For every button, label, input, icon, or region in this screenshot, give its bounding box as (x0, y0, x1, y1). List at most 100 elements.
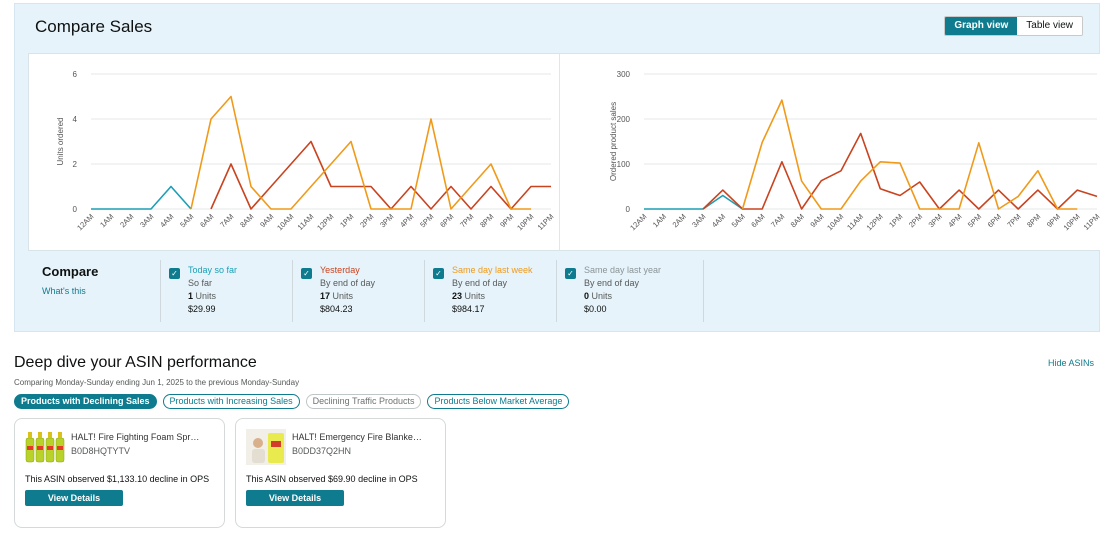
checkbox-checked-icon[interactable]: ✓ (433, 268, 444, 279)
checkbox-checked-icon[interactable]: ✓ (565, 268, 576, 279)
series-line (190, 95, 531, 210)
metric-value: $984.17 (452, 304, 485, 314)
x-tick-label: 12AM (75, 212, 95, 232)
metric-same-day-last-week[interactable]: ✓ Same day last week By end of day 23 Un… (424, 260, 556, 322)
x-tick-label: 9PM (1045, 212, 1062, 229)
checkbox-checked-icon[interactable]: ✓ (169, 268, 180, 279)
x-tick-label: 2AM (118, 212, 135, 229)
metric-title: Today so far (188, 265, 238, 275)
compare-sales-panel: Compare Sales Graph view Table view 0 2 4 6… (14, 3, 1100, 332)
compare-sales-title: Compare Sales (35, 17, 153, 36)
x-tick-label: 1PM (338, 212, 355, 229)
units-ordered-chart: 0 2 4 6 Units ordered 12AM 1AM 2AM 3AM 4AM 5AM 6AM 7… (29, 54, 560, 250)
series-line (91, 185, 192, 210)
x-tick-label: 6AM (198, 212, 215, 229)
metric-units: 17 Units (320, 291, 354, 301)
x-tick-label: 7AM (218, 212, 235, 229)
x-tick-label: 4AM (710, 212, 727, 229)
product-decline-description: This ASIN observed $69.90 decline in OPS (246, 474, 418, 484)
filter-declining-traffic[interactable]: Declining Traffic Products (305, 394, 422, 409)
x-tick-label: 6PM (986, 212, 1003, 229)
y-tick-label: 100 (617, 160, 631, 169)
x-tick-label: 3PM (378, 212, 395, 229)
metric-value: $804.23 (320, 304, 353, 314)
whats-this-link[interactable]: What's this (42, 286, 86, 296)
x-tick-label: 11PM (1082, 212, 1100, 232)
x-tick-label: 8AM (789, 212, 806, 229)
y-tick-label: 4 (73, 115, 78, 124)
x-tick-label: 9AM (258, 212, 275, 229)
metric-units: 0 Units (584, 291, 613, 301)
product-asin: B0DD37Q2HN (292, 446, 352, 456)
x-tick-label: 8PM (1025, 212, 1042, 229)
product-name[interactable]: HALT! Fire Fighting Foam Spr… (71, 432, 200, 442)
x-tick-label: 3AM (138, 212, 155, 229)
metric-title: Same day last year (584, 265, 662, 275)
x-tick-label: 9PM (498, 212, 515, 229)
x-tick-label: 7AM (769, 212, 786, 229)
x-tick-label: 3AM (690, 212, 707, 229)
asin-filter-pills: Products with Declining Sales Products w… (14, 394, 570, 409)
x-tick-label: 9AM (808, 212, 825, 229)
x-tick-label: 11PM (536, 212, 556, 232)
metric-value: $29.99 (188, 304, 216, 314)
x-tick-label: 7PM (458, 212, 475, 229)
metric-today[interactable]: ✓ Today so far So far 1 Units $29.99 (160, 260, 292, 322)
graph-view-button[interactable]: Graph view (945, 17, 1018, 35)
x-tick-label: 12AM (628, 212, 648, 232)
x-tick-label: 5PM (418, 212, 435, 229)
x-tick-label: 5PM (966, 212, 983, 229)
x-tick-label: 6PM (438, 212, 455, 229)
asin-card: HALT! Emergency Fire Blanke… B0DD37Q2HN … (235, 418, 446, 528)
x-tick-label: 1PM (887, 212, 904, 229)
filter-declining-sales[interactable]: Products with Declining Sales (14, 394, 157, 409)
y-tick-label: 300 (617, 70, 631, 79)
series-line (210, 140, 551, 210)
view-details-button[interactable]: View Details (25, 490, 123, 506)
x-tick-label: 10AM (825, 212, 845, 232)
deep-dive-subtitle: Comparing Monday-Sunday ending Jun 1, 20… (14, 378, 300, 387)
charts-area: 0 2 4 6 Units ordered 12AM 1AM 2AM 3AM 4AM 5AM 6AM 7… (28, 53, 1100, 251)
view-details-button[interactable]: View Details (246, 490, 344, 506)
y-tick-label: 0 (626, 205, 631, 214)
y-tick-label: 0 (73, 205, 78, 214)
metric-yesterday[interactable]: ✓ Yesterday By end of day 17 Units $804.… (292, 260, 424, 322)
product-name[interactable]: HALT! Emergency Fire Blanke… (292, 432, 422, 442)
x-tick-label: 4AM (158, 212, 175, 229)
asin-card: HALT! Fire Fighting Foam Spr… B0D8HQTYTV… (14, 418, 225, 528)
x-tick-label: 8AM (238, 212, 255, 229)
x-tick-label: 12PM (315, 212, 335, 232)
x-tick-label: 11AM (296, 212, 316, 232)
view-toggle: Graph view Table view (944, 16, 1083, 36)
metric-subtitle: By end of day (452, 278, 508, 288)
y-axis-label: Ordered product sales (609, 102, 618, 181)
metric-same-day-last-year[interactable]: ✓ Same day last year By end of day 0 Uni… (556, 260, 704, 322)
table-view-button[interactable]: Table view (1017, 17, 1082, 35)
product-decline-description: This ASIN observed $1,133.10 decline in … (25, 474, 210, 484)
compare-legend-row: Compare What's this ✓ Today so far So fa… (28, 260, 728, 322)
checkbox-checked-icon[interactable]: ✓ (301, 268, 312, 279)
filter-below-market-average[interactable]: Products Below Market Average (427, 394, 570, 409)
metric-title: Yesterday (320, 265, 360, 275)
x-tick-label: 11AM (845, 212, 865, 232)
x-tick-label: 10AM (275, 212, 295, 232)
series-line (741, 99, 1078, 210)
x-tick-label: 8PM (478, 212, 495, 229)
x-tick-label: 1AM (98, 212, 115, 229)
x-tick-label: 12PM (865, 212, 885, 232)
ordered-sales-chart: 0 100 200 300 Ordered product sales 12AM 1AM 2A… (560, 54, 1100, 250)
compare-label: Compare (42, 264, 99, 279)
series-line (644, 194, 743, 210)
metric-subtitle: By end of day (584, 278, 640, 288)
x-tick-label: 3PM (927, 212, 944, 229)
y-tick-label: 6 (73, 70, 78, 79)
x-tick-label: 4PM (946, 212, 963, 229)
filter-increasing-sales[interactable]: Products with Increasing Sales (162, 394, 300, 409)
deep-dive-title: Deep dive your ASIN performance (14, 354, 257, 371)
x-tick-label: 4PM (398, 212, 415, 229)
x-tick-label: 6AM (749, 212, 766, 229)
x-tick-label: 5AM (178, 212, 195, 229)
hide-asins-link[interactable]: Hide ASINs (1047, 358, 1094, 368)
x-tick-label: 10PM (515, 212, 535, 232)
